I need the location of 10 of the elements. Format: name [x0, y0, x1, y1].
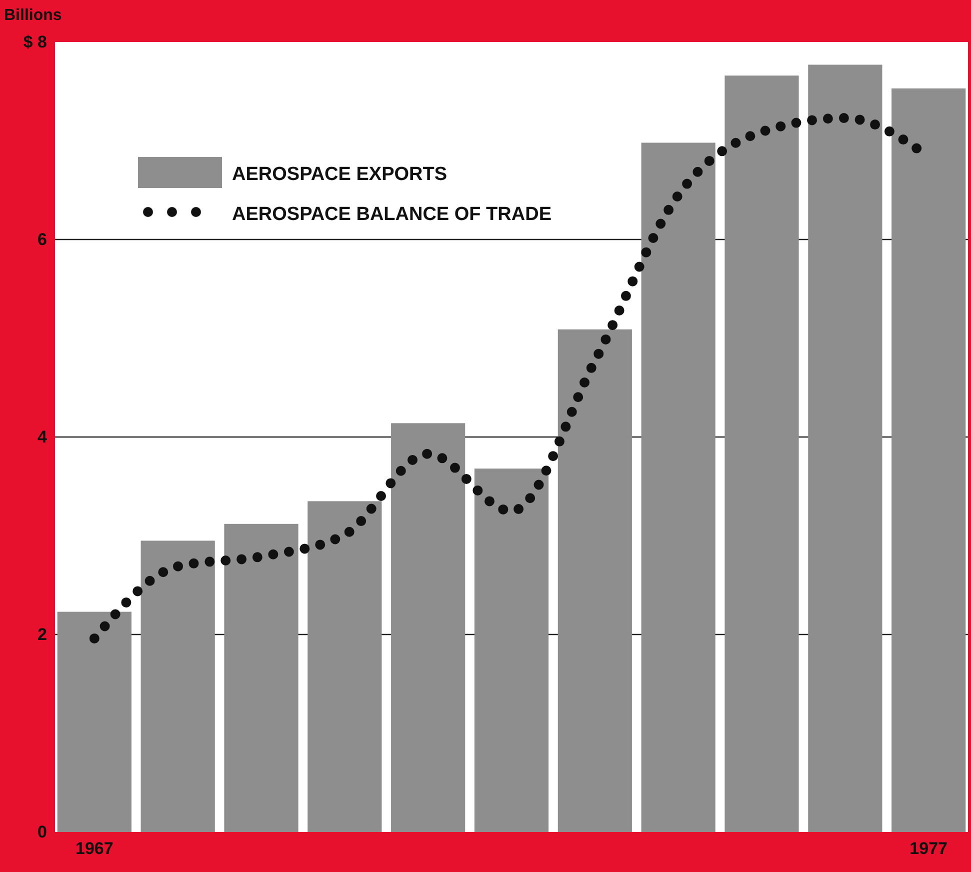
- legend-label: AEROSPACE EXPORTS: [232, 164, 448, 185]
- y-tick-label: 6: [38, 230, 47, 249]
- y-tick-label: 2: [38, 624, 47, 644]
- x-tick-label: 1967: [76, 839, 114, 858]
- legend-label: AEROSPACE BALANCE OF TRADE: [232, 204, 552, 225]
- x-tick-label: 1977: [910, 839, 948, 858]
- y-tick-label: 0: [38, 822, 47, 842]
- y-tick-label: 4: [38, 427, 48, 446]
- y-axis-title: Billions: [4, 7, 62, 24]
- y-tick-label: $ 8: [23, 32, 47, 52]
